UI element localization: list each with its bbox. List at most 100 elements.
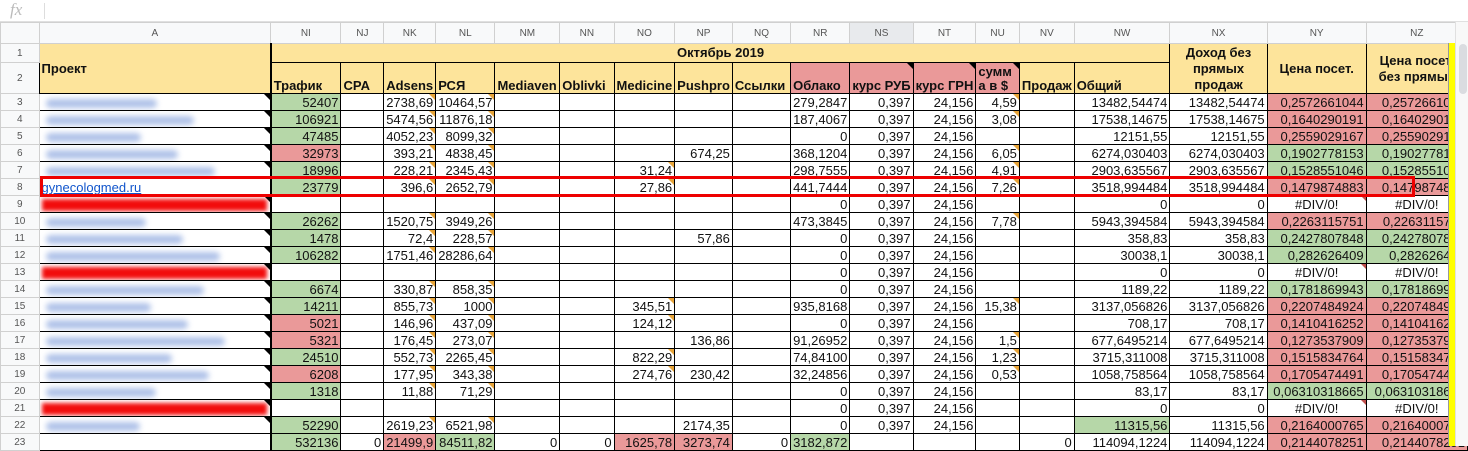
cell-nr8[interactable]: 441,7444 xyxy=(790,178,851,196)
project-cell[interactable] xyxy=(38,144,272,162)
cell-ns13[interactable]: 0,397 xyxy=(849,263,914,281)
cell-nn5[interactable] xyxy=(559,127,615,145)
cell-nk7[interactable]: 228,21 xyxy=(383,161,437,179)
cell-nz13[interactable]: #DIV/0! xyxy=(1365,263,1468,281)
cell-nn21[interactable] xyxy=(559,399,615,417)
project-cell[interactable] xyxy=(38,399,272,417)
cell-nv3[interactable] xyxy=(1018,93,1075,111)
cell-ns14[interactable]: 0,397 xyxy=(849,280,914,298)
column-header-nx[interactable]: NX xyxy=(1169,22,1268,44)
cell-nx7[interactable]: 2903,635567 xyxy=(1169,161,1268,179)
cell-nm18[interactable] xyxy=(494,348,561,366)
cell-nx19[interactable]: 1058,758564 xyxy=(1169,365,1268,383)
cell-nm15[interactable] xyxy=(494,297,561,315)
cell-nk4[interactable]: 5474,56 xyxy=(383,110,437,128)
cell-nk13[interactable] xyxy=(383,263,437,281)
cell-nx10[interactable]: 5943,394584 xyxy=(1169,212,1268,230)
cell-nq10[interactable] xyxy=(731,212,792,230)
cell-ns19[interactable]: 0,397 xyxy=(849,365,914,383)
cell-nt10[interactable]: 24,156 xyxy=(912,212,977,230)
cell-nr17[interactable]: 91,26952 xyxy=(790,331,851,349)
cell-ni6[interactable]: 32973 xyxy=(270,144,342,162)
cell-nn13[interactable] xyxy=(559,263,615,281)
cell-nk23[interactable]: 21499,9 xyxy=(383,433,437,451)
cell-nq17[interactable] xyxy=(731,331,792,349)
cell-nv9[interactable] xyxy=(1018,195,1075,213)
column-header-ni[interactable]: NI xyxy=(270,22,342,44)
cell-nu16[interactable] xyxy=(975,314,1020,332)
project-cell[interactable] xyxy=(38,331,272,349)
cell-ni12[interactable]: 106282 xyxy=(270,246,342,264)
cell-nz4[interactable]: 0,1640290191 xyxy=(1365,110,1468,128)
cell-ni8[interactable]: 23779 xyxy=(270,178,342,196)
cell-np9[interactable] xyxy=(674,195,733,213)
cell-nr7[interactable]: 298,7555 xyxy=(790,161,851,179)
cell-nx17[interactable]: 677,6495214 xyxy=(1169,331,1268,349)
cell-ns7[interactable]: 0,397 xyxy=(849,161,914,179)
cell-ns4[interactable]: 0,397 xyxy=(849,110,914,128)
cell-nt15[interactable]: 24,156 xyxy=(912,297,977,315)
project-link[interactable]: gynecologmed.ru xyxy=(41,179,142,195)
select-all-corner[interactable] xyxy=(0,22,40,44)
cell-np17[interactable]: 136,86 xyxy=(674,331,733,349)
cell-nm4[interactable] xyxy=(494,110,561,128)
cell-nm20[interactable] xyxy=(494,382,561,400)
cell-nn8[interactable] xyxy=(559,178,615,196)
cell-nw19[interactable]: 1058,758564 xyxy=(1073,365,1171,383)
cell-nx4[interactable]: 17538,14675 xyxy=(1169,110,1268,128)
cell-nx14[interactable]: 1189,22 xyxy=(1169,280,1268,298)
cell-nw6[interactable]: 6274,030403 xyxy=(1073,144,1171,162)
subheader-nq[interactable]: Ссылки xyxy=(731,62,792,94)
column-header-nv[interactable]: NV xyxy=(1018,22,1075,44)
cell-nq22[interactable] xyxy=(731,416,792,434)
cell-nx11[interactable]: 358,83 xyxy=(1169,229,1268,247)
cell-np6[interactable]: 674,25 xyxy=(674,144,733,162)
cell-nj7[interactable] xyxy=(340,161,385,179)
cell-ny23[interactable]: 0,2144078251 xyxy=(1266,433,1367,451)
cell-nm8[interactable] xyxy=(494,178,561,196)
cell-nm21[interactable] xyxy=(494,399,561,417)
cell-ns8[interactable]: 0,397 xyxy=(849,178,914,196)
cell-nl15[interactable]: 1000 xyxy=(435,297,496,315)
cell-nr18[interactable]: 74,84100 xyxy=(790,348,851,366)
cell-ni14[interactable]: 6674 xyxy=(270,280,342,298)
cell-no5[interactable] xyxy=(613,127,676,145)
cell-ns6[interactable]: 0,397 xyxy=(849,144,914,162)
cell-ni7[interactable]: 18996 xyxy=(270,161,342,179)
cell-nk9[interactable] xyxy=(383,195,437,213)
cell-nu22[interactable] xyxy=(975,416,1020,434)
row-header[interactable]: 14 xyxy=(0,280,40,298)
cell-nm5[interactable] xyxy=(494,127,561,145)
project-cell[interactable] xyxy=(38,127,272,145)
cell-no12[interactable] xyxy=(613,246,676,264)
cell-nn17[interactable] xyxy=(559,331,615,349)
cell-nk11[interactable]: 72,4 xyxy=(383,229,437,247)
cell-nv7[interactable] xyxy=(1018,161,1075,179)
cell-nl7[interactable]: 2345,43 xyxy=(435,161,496,179)
cell-nw3[interactable]: 13482,54474 xyxy=(1073,93,1171,111)
cell-np3[interactable] xyxy=(674,93,733,111)
cell-nk6[interactable]: 393,21 xyxy=(383,144,437,162)
row-header[interactable]: 15 xyxy=(0,297,40,315)
cell-nv13[interactable] xyxy=(1018,263,1075,281)
cell-ny4[interactable]: 0,1640290191 xyxy=(1266,110,1367,128)
cell-nu20[interactable] xyxy=(975,382,1020,400)
cell-nl12[interactable]: 28286,64 xyxy=(435,246,496,264)
cell-nr22[interactable]: 0 xyxy=(790,416,851,434)
cell-np19[interactable]: 230,42 xyxy=(674,365,733,383)
cell-nv19[interactable] xyxy=(1018,365,1075,383)
project-cell[interactable] xyxy=(38,314,272,332)
cell-nr4[interactable]: 187,4067 xyxy=(790,110,851,128)
cell-nq20[interactable] xyxy=(731,382,792,400)
subheader-nt[interactable]: курс ГРН xyxy=(912,62,977,94)
cell-nw16[interactable]: 708,17 xyxy=(1073,314,1171,332)
cell-nx15[interactable]: 3137,056826 xyxy=(1169,297,1268,315)
cell-nt22[interactable]: 24,156 xyxy=(912,416,977,434)
cell-nx22[interactable]: 11315,56 xyxy=(1169,416,1268,434)
project-cell[interactable] xyxy=(38,263,272,281)
cell-nj22[interactable] xyxy=(340,416,385,434)
row-header[interactable]: 2 xyxy=(0,62,40,94)
cell-nj19[interactable] xyxy=(340,365,385,383)
cell-ny10[interactable]: 0,2263115751 xyxy=(1266,212,1367,230)
cell-np21[interactable] xyxy=(674,399,733,417)
